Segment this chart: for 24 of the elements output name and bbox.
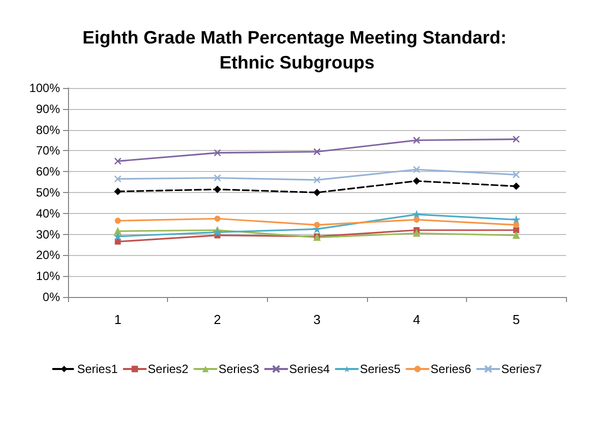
legend-label: Series4 [289, 362, 330, 376]
y-tick-label: 80% [36, 122, 60, 137]
x-tick-label: 4 [412, 312, 420, 327]
legend-label: Series5 [360, 362, 401, 376]
legend-label: Series3 [218, 362, 260, 376]
x-tick-label: 3 [313, 312, 321, 327]
chart-title: Eighth Grade Math Percentage Meeting Standard: Ethnic Subgroups [82, 28, 512, 72]
legend-label: Series2 [148, 362, 189, 376]
y-tick-label: 60% [36, 164, 60, 179]
y-tick-label: 40% [36, 206, 60, 220]
x-tick-label: 2 [214, 312, 222, 327]
legend-label: Series1 [77, 362, 118, 376]
legend-label: Series6 [430, 362, 472, 376]
y-tick-label: 50% [36, 186, 60, 200]
y-tick-label: 70% [36, 144, 60, 158]
y-tick-label: 30% [36, 227, 60, 242]
x-tick-label: 1 [114, 312, 122, 327]
x-tick-label: 5 [512, 312, 520, 327]
legend-label: Series7 [501, 362, 542, 376]
y-tick-label: 20% [36, 248, 60, 262]
y-tick-label: 0% [42, 290, 60, 304]
y-tick-label: 100% [29, 81, 60, 95]
y-tick-label: 10% [36, 269, 60, 284]
y-tick-label: 90% [36, 102, 60, 116]
